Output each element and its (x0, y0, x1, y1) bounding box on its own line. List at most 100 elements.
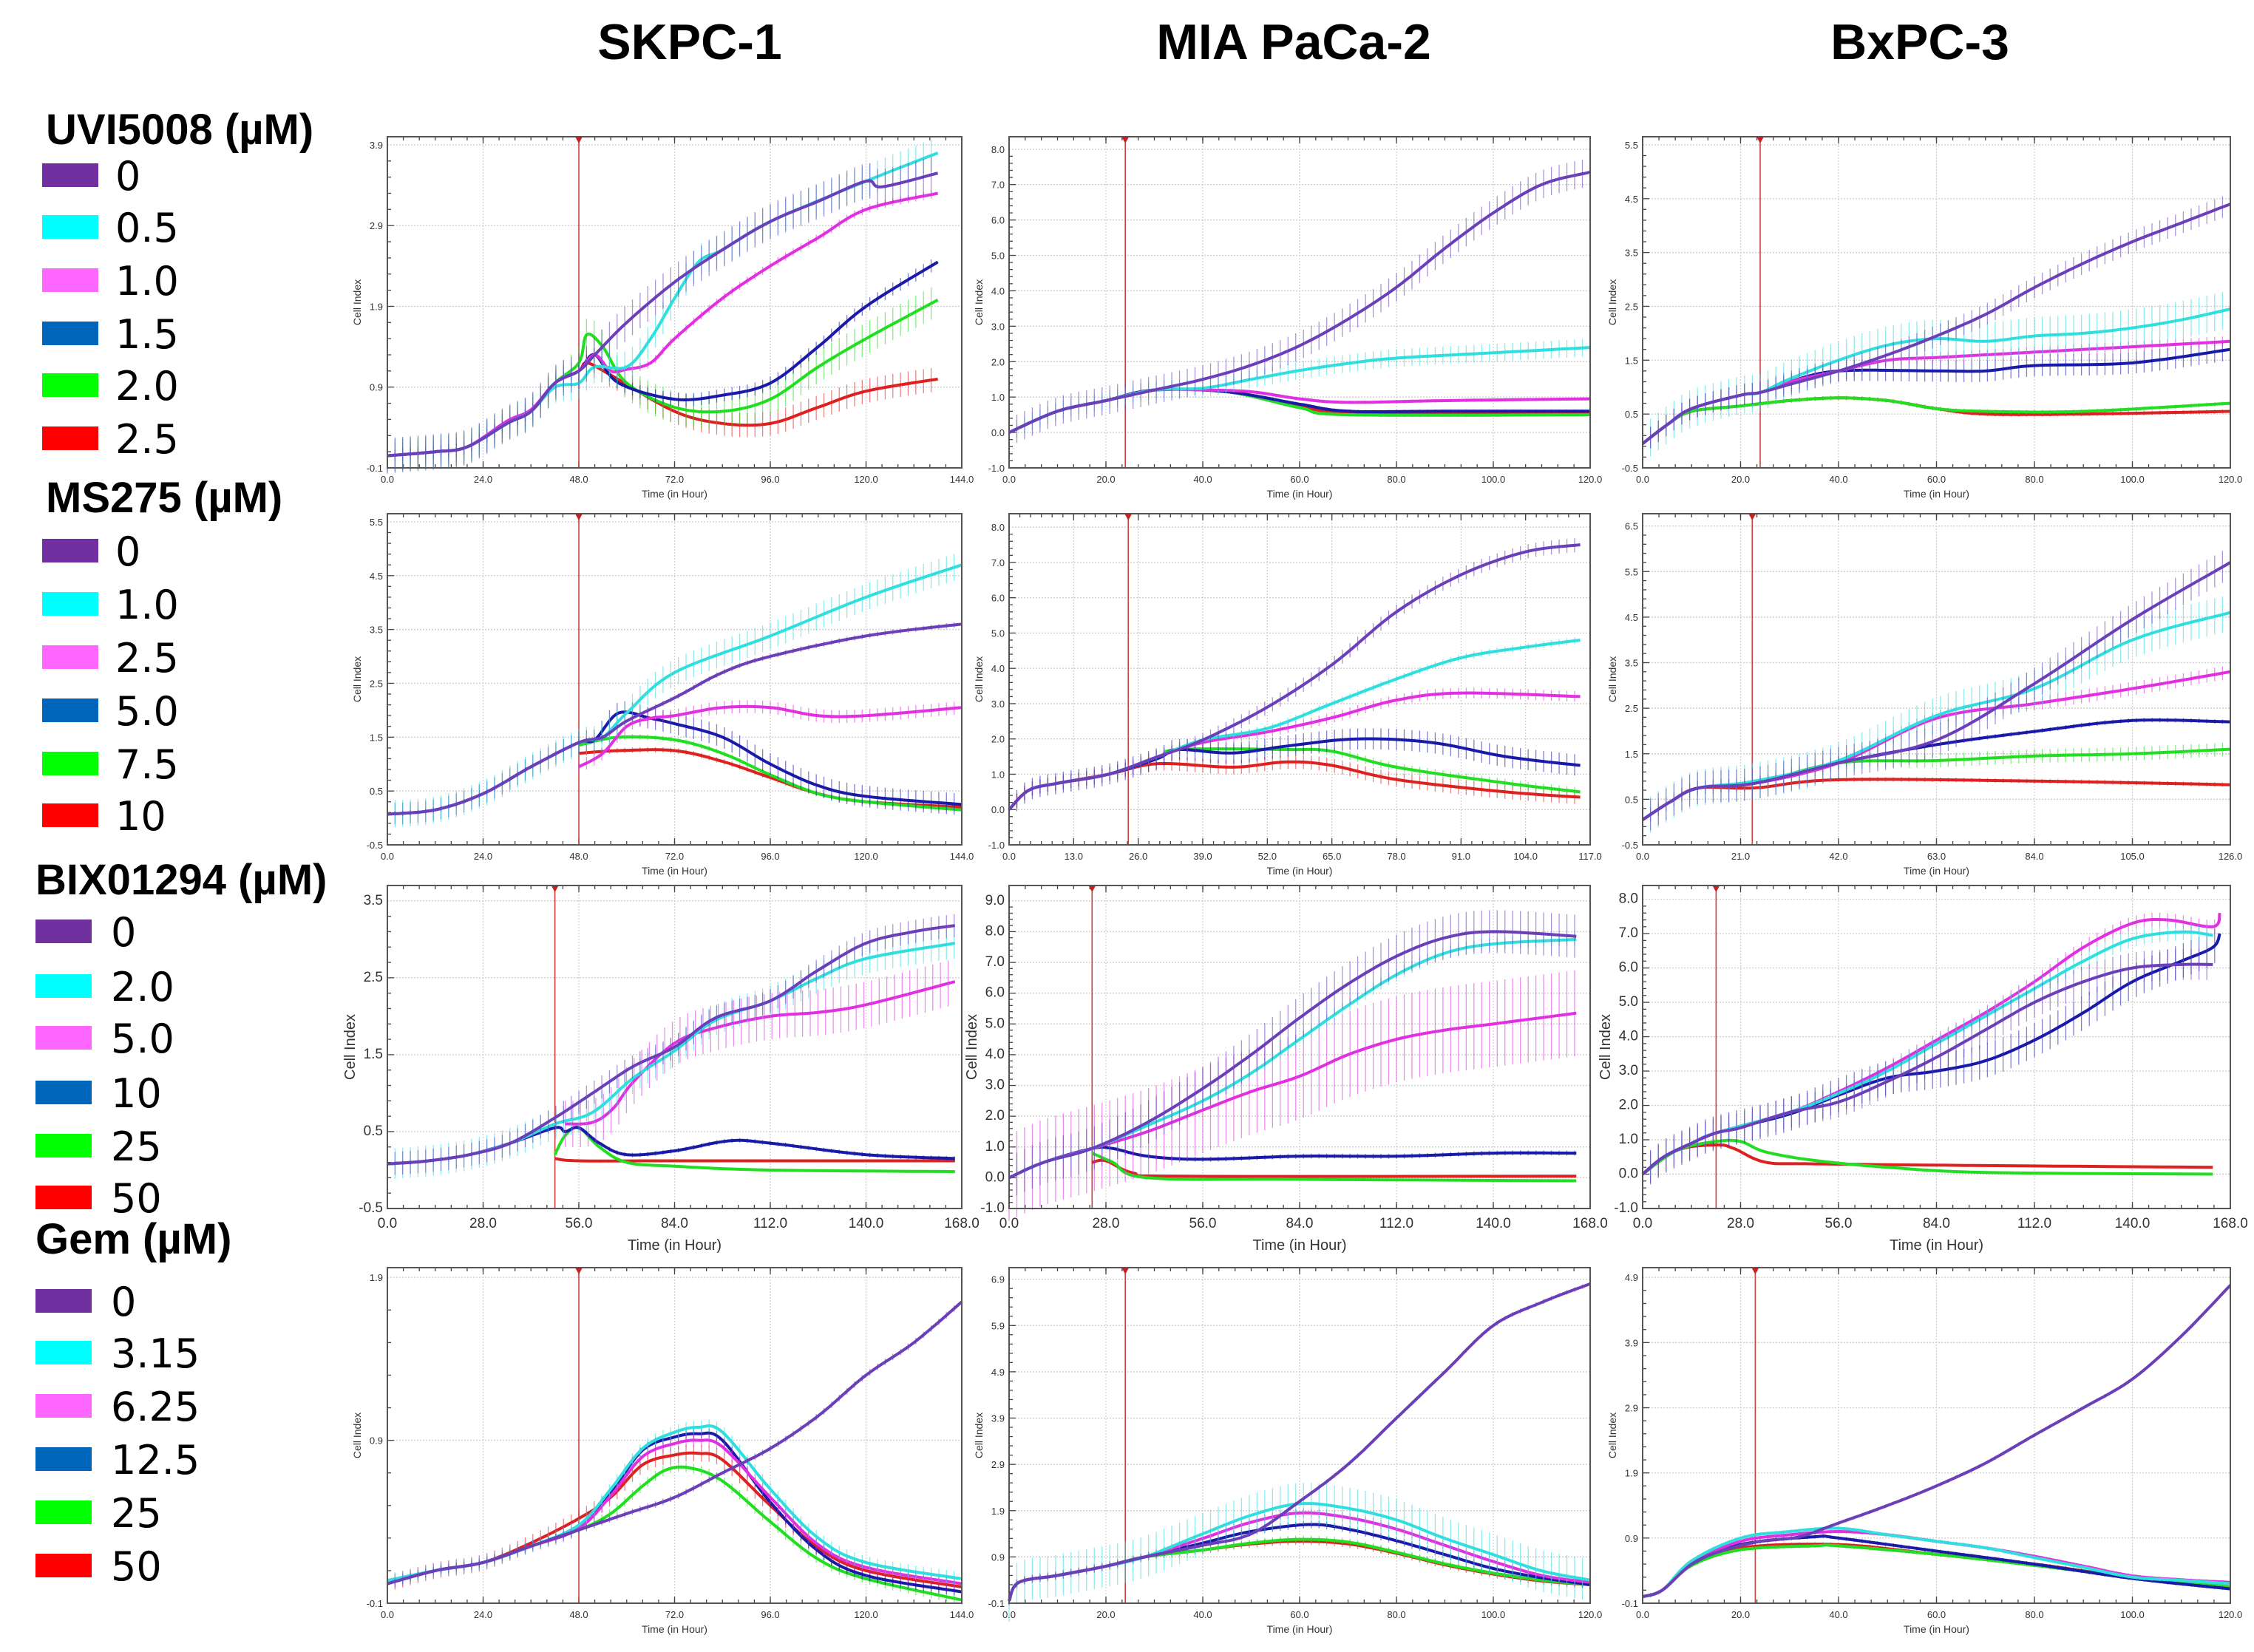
y-tick-label: 5.5 (1625, 140, 1638, 151)
treatment-marker-icon (1748, 514, 1756, 520)
y-tick-label: 2.0 (1619, 1098, 1638, 1113)
y-tick-label: 2.5 (1625, 703, 1638, 714)
series-0 (387, 914, 956, 1176)
x-tick-label: 80.0 (1387, 474, 1405, 485)
treatment-marker-icon (575, 137, 583, 143)
panels: 0.0 24.0 48.0 72.0 96.0 120.0 144.0 -0.1 0.9 1.9 2… (342, 136, 2248, 1635)
legend-label: 2.0 (111, 964, 174, 1010)
y-tick-label: 4.5 (1625, 194, 1638, 205)
y-tick-label: 3.5 (364, 893, 383, 908)
x-tick-label: 96.0 (761, 851, 779, 862)
y-axis-title: Cell Index (1606, 656, 1618, 702)
x-tick-label: 104.0 (1513, 851, 1538, 862)
legend-swatch (42, 373, 98, 397)
x-tick-label: 65.0 (1323, 851, 1341, 862)
legend-swatch (42, 268, 98, 292)
x-tick-label: 100.0 (1481, 474, 1506, 485)
x-tick-label: 56.0 (1189, 1216, 1217, 1231)
y-tick-label: 2.0 (991, 734, 1005, 745)
y-tick-label: 0.5 (370, 786, 383, 797)
legend-swatch (42, 803, 98, 827)
x-tick-label: 0.0 (999, 1216, 1019, 1231)
x-tick-label: 140.0 (849, 1216, 884, 1231)
legend-swatch (42, 539, 98, 562)
column-title-bxpc3: BxPC-3 (1830, 14, 2009, 70)
legend-1: MS275 (µM) 0 1.0 2.5 5.0 7.5 10 (42, 474, 282, 840)
series-25 (553, 1126, 955, 1174)
legend-label: 7.5 (115, 741, 179, 788)
x-tick-label: 84.0 (1286, 1216, 1314, 1231)
x-tick-label: 0.0 (1002, 851, 1016, 862)
plot-frame (1642, 136, 2231, 469)
x-tick-label: 120.0 (854, 474, 878, 485)
x-tick-label: 0.0 (1002, 474, 1016, 485)
y-tick-label: 0.0 (991, 804, 1005, 815)
x-axis-title: Time (in Hour) (642, 488, 707, 500)
x-tick-label: 0.0 (1636, 851, 1649, 862)
x-tick-label: 60.0 (1290, 474, 1308, 485)
y-tick-label: 2.5 (1625, 301, 1638, 312)
y-tick-label: 8.0 (985, 923, 1005, 939)
legend-swatch (35, 1186, 92, 1209)
panel-bxpc3-ms275: 0.0 21.0 42.0 63.0 84.0 105.0 126.0 -0.5 0.5 1.5 2… (1606, 513, 2242, 877)
x-tick-label: 60.0 (1927, 474, 1946, 485)
y-tick-label: -1.0 (988, 463, 1005, 474)
x-tick-label: 144.0 (950, 851, 974, 862)
legend-swatch (42, 163, 98, 187)
x-tick-label: 28.0 (469, 1216, 497, 1231)
series-0 (1008, 538, 1581, 817)
y-tick-label: 3.9 (370, 140, 383, 151)
y-tick-label: 1.5 (1625, 749, 1638, 760)
y-tick-label: 3.0 (985, 1078, 1005, 1093)
x-tick-label: 120.0 (2219, 474, 2243, 485)
series-line (1091, 1152, 1577, 1183)
treatment-marker-icon (575, 514, 583, 520)
y-tick-label: 5.5 (370, 517, 383, 528)
legend-label: 1.0 (115, 582, 179, 628)
x-tick-label: 91.0 (1452, 851, 1470, 862)
y-axis-title: Cell Index (973, 279, 985, 325)
panel-miapaca2-bix01294: 0.0 28.0 56.0 84.0 112.0 140.0 168.0-1.00.01.0… (964, 885, 1608, 1254)
y-axis-title: Cell Index (973, 656, 985, 702)
legend-label: 2.5 (115, 635, 179, 681)
legend-swatch (35, 1134, 92, 1158)
y-tick-label: -0.5 (1622, 840, 1638, 851)
column-title-skpc1: SKPC-1 (597, 14, 781, 70)
y-tick-label: 8.0 (991, 522, 1005, 533)
plot-frame (387, 136, 963, 469)
treatment-marker-icon (1088, 886, 1096, 892)
x-tick-label: 63.0 (1927, 851, 1946, 862)
legend-2: BIX01294 (µM) 0 2.0 5.0 10 25 50 (35, 856, 327, 1222)
legend-swatch (35, 1341, 92, 1364)
legend-label: 12.5 (111, 1437, 200, 1483)
y-tick-label: 6.0 (991, 593, 1005, 604)
y-tick-label: 6.0 (985, 985, 1005, 1001)
x-tick-label: 26.0 (1129, 851, 1147, 862)
y-tick-label: 0.9 (370, 382, 383, 393)
legend-swatch (42, 752, 98, 775)
legend-title: Gem (µM) (35, 1215, 231, 1263)
legend-swatch (35, 1394, 92, 1418)
y-axis-title: Cell Index (351, 279, 363, 325)
treatment-marker-icon (1756, 137, 1764, 143)
plot-area (1009, 514, 1590, 845)
legend-swatch (35, 1081, 92, 1104)
y-tick-label: 1.5 (370, 732, 383, 743)
y-axis-title: Cell Index (351, 656, 363, 702)
y-tick-label: 0.0 (985, 1169, 1005, 1185)
series-line (387, 171, 939, 458)
x-tick-label: 13.0 (1065, 851, 1083, 862)
legend-title: UVI5008 (µM) (46, 106, 313, 154)
x-tick-label: 144.0 (950, 474, 974, 485)
y-tick-label: 4.0 (985, 1047, 1005, 1062)
x-axis-title: Time (in Hour) (1252, 1237, 1346, 1254)
y-tick-label: 2.5 (370, 678, 383, 689)
plot-frame (1008, 136, 1591, 469)
x-axis-title: Time (in Hour) (1904, 488, 1969, 500)
y-tick-label: 6.0 (991, 215, 1005, 226)
x-tick-label: 24.0 (474, 851, 492, 862)
column-title-miapaca2: MIA PaCa-2 (1156, 14, 1431, 70)
x-tick-label: 40.0 (1829, 474, 1847, 485)
